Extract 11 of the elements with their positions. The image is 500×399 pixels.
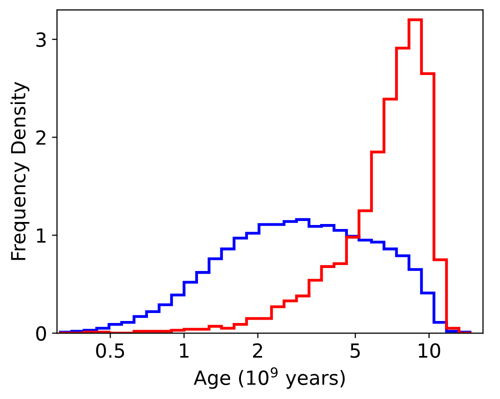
y-tick-label: 2 xyxy=(36,130,46,145)
x-tick-label: 0.5 xyxy=(96,343,124,358)
x-tick-label: 2 xyxy=(253,343,262,358)
y-tick-label: 0 xyxy=(36,326,46,341)
x-axis-title: Age (10$^{9}$ years) xyxy=(194,367,345,389)
x-tick-label: 5 xyxy=(350,343,360,358)
y-tick-label: 1 xyxy=(37,228,46,243)
y-tick-label: 3 xyxy=(36,32,46,48)
x-tick-label: 1 xyxy=(180,343,188,358)
y-axis-title: Frequency Density xyxy=(10,82,30,260)
x-tick-label: 10 xyxy=(418,343,440,358)
